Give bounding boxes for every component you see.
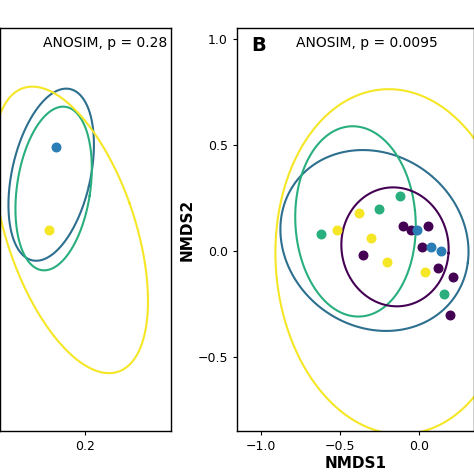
Point	[450, 273, 457, 280]
Y-axis label: NMDS2: NMDS2	[180, 199, 195, 261]
Point	[52, 143, 60, 151]
Point	[317, 230, 325, 238]
Point	[418, 243, 426, 251]
Point	[424, 222, 432, 229]
Point	[367, 235, 375, 242]
Text: B: B	[251, 36, 266, 55]
Point	[396, 192, 403, 200]
Text: ANOSIM, p = 0.28: ANOSIM, p = 0.28	[43, 36, 167, 51]
Point	[447, 311, 454, 319]
Point	[360, 252, 367, 259]
Point	[440, 290, 448, 297]
Point	[407, 226, 415, 234]
X-axis label: NMDS1: NMDS1	[325, 456, 386, 471]
Point	[375, 205, 383, 212]
Point	[434, 264, 441, 272]
Point	[413, 226, 421, 234]
Point	[333, 226, 340, 234]
Point	[437, 247, 445, 255]
Point	[399, 222, 407, 229]
Point	[45, 226, 53, 234]
Point	[421, 268, 429, 276]
Point	[383, 258, 391, 265]
Text: ANOSIM, p = 0.0095: ANOSIM, p = 0.0095	[296, 36, 438, 51]
Point	[428, 243, 435, 251]
Point	[355, 209, 363, 217]
